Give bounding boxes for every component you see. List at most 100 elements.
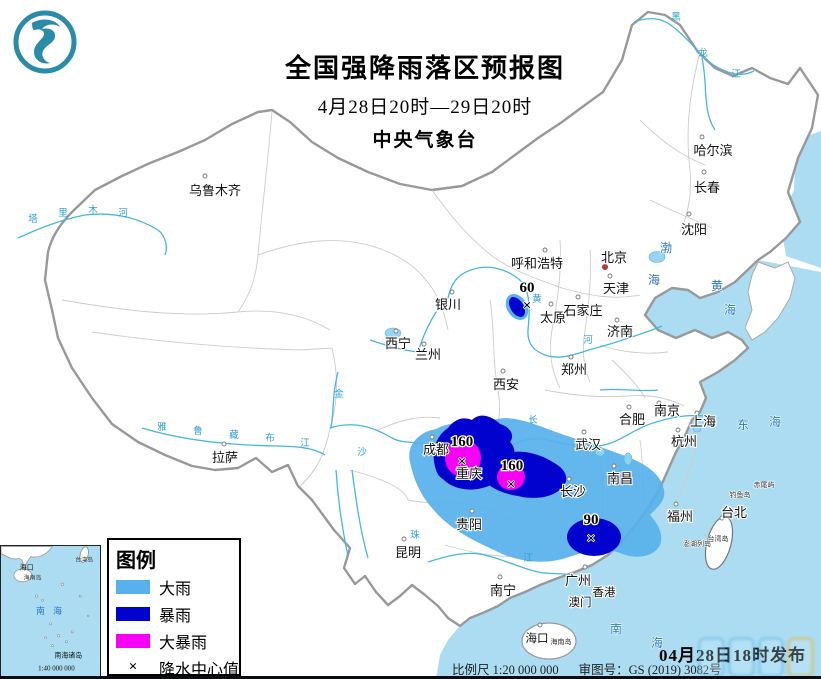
- river-label: 黄: [532, 293, 542, 305]
- river-label: 布: [265, 432, 275, 444]
- river-label: 珠: [410, 529, 420, 541]
- city-label: 太原: [540, 310, 566, 325]
- river-label: 金: [334, 388, 344, 400]
- city-label: 西宁: [385, 336, 411, 351]
- river-label: 江: [300, 438, 310, 449]
- city-marker-icon: [566, 476, 572, 482]
- city-marker-icon: [699, 134, 705, 140]
- river-label: 河: [583, 334, 593, 346]
- city-marker-icon: [719, 515, 725, 521]
- agency-name: 中央气象台: [372, 130, 478, 151]
- city-marker-icon: [673, 501, 679, 507]
- inset-label: 海口: [20, 562, 34, 571]
- city-marker-icon: [548, 301, 554, 307]
- city-label: 西安: [493, 377, 519, 392]
- east-south-sea: [436, 260, 821, 679]
- city-label: 杭州: [671, 434, 697, 449]
- footer-line: 比例尺 1:20 000 000 审图号：GS (2019) 3082号: [452, 659, 812, 678]
- river-label: 江: [523, 553, 533, 564]
- precip-center-value: 160: [501, 458, 524, 474]
- city-marker-icon: [202, 173, 208, 179]
- city-label: 南宁: [490, 583, 516, 598]
- city-marker-icon: [421, 341, 427, 347]
- forecast-period: 4月28日20时—29日20时: [317, 97, 533, 118]
- korea-outline: [744, 261, 796, 341]
- city-label: 长沙: [560, 484, 586, 499]
- city-marker-icon: [575, 294, 581, 300]
- city-marker-icon: [626, 404, 632, 410]
- city-label: 福州: [667, 509, 693, 524]
- river-label: 雅: [157, 421, 167, 433]
- river-label: 藏: [229, 429, 239, 441]
- approval-number: 审图号：GS (2019) 3082号: [578, 663, 722, 677]
- city-marker-icon: [537, 622, 543, 628]
- city-marker-icon: [582, 564, 588, 570]
- legend-label: 大暴雨: [159, 634, 208, 652]
- city-marker-icon: [694, 410, 700, 416]
- legend-title: 图例: [116, 550, 156, 572]
- inset-hainan: [13, 568, 33, 583]
- city-label: 南京: [654, 403, 680, 418]
- precip-center-value: 60: [520, 280, 535, 296]
- city-marker-icon: [611, 463, 617, 469]
- legend-row: 暴雨: [116, 600, 239, 627]
- river-label: 鲁: [193, 425, 203, 437]
- city-marker-icon: [581, 429, 587, 435]
- city-marker-icon: [542, 247, 548, 253]
- sea-label: 海: [724, 302, 738, 317]
- city-marker-icon: [607, 273, 613, 279]
- city-marker-icon: [429, 434, 435, 440]
- island-label: 台湾岛: [708, 534, 729, 543]
- city-marker-icon: [568, 354, 574, 360]
- legend-label: 大雨: [159, 580, 192, 598]
- river-label: 沙: [357, 447, 367, 458]
- city-label: 呼和浩特: [511, 256, 563, 271]
- inset-label: 1:40 000 000: [38, 665, 75, 672]
- city-label: 北京: [601, 250, 627, 265]
- city-marker-icon: [393, 328, 399, 334]
- legend-swatch-icon: [116, 579, 150, 594]
- city-label: 台北: [721, 505, 747, 520]
- release-time: 04月28日18时发布: [659, 646, 806, 665]
- city-label: 昆明: [395, 545, 421, 560]
- city-label: 济南: [607, 324, 633, 339]
- capital-marker-icon: [602, 264, 608, 270]
- precip-center-cross-icon: ×: [587, 531, 596, 547]
- city-label: 长春: [694, 180, 720, 195]
- city-label: 香港: [593, 586, 616, 599]
- sea-label: 海: [651, 635, 665, 650]
- city-marker-icon: [656, 400, 662, 406]
- precip-center-value: 160: [451, 434, 474, 450]
- inset-taiwan: [79, 546, 89, 563]
- lakes-over: [594, 447, 633, 466]
- city-marker-icon: [614, 317, 620, 323]
- city-label: 重庆: [456, 466, 482, 481]
- precip-center-cross-icon: ×: [507, 477, 516, 493]
- precip-center-cross-icon: ×: [458, 454, 467, 470]
- island-label: 海南岛: [551, 637, 572, 646]
- river-label: 江: [731, 69, 741, 80]
- heavy-rainstorm-areas: [445, 439, 525, 490]
- city-marker-icon: [675, 427, 681, 433]
- inset-label: 南 海: [36, 605, 65, 616]
- sea-label: 东: [737, 418, 751, 432]
- legend-label-center: 降水中心值: [159, 661, 240, 679]
- city-label: 郑州: [561, 362, 587, 377]
- taiwan-island: [704, 516, 734, 570]
- river-label: 黑: [671, 12, 681, 23]
- hainan-island: [521, 622, 577, 660]
- sea-label: 海: [648, 272, 662, 287]
- river-label: 塔: [28, 213, 38, 225]
- precip-center-icon: ×: [128, 659, 138, 675]
- sea-label: 黄: [711, 279, 725, 293]
- island-label: 赤尾屿: [754, 480, 775, 489]
- precip-center-cross-icon: ×: [523, 298, 532, 314]
- city-marker-icon: [701, 169, 707, 175]
- city-label: 海口: [526, 631, 549, 645]
- river-label: 龙: [698, 47, 708, 59]
- city-marker-icon: [469, 508, 475, 514]
- city-label: 上海: [690, 414, 716, 429]
